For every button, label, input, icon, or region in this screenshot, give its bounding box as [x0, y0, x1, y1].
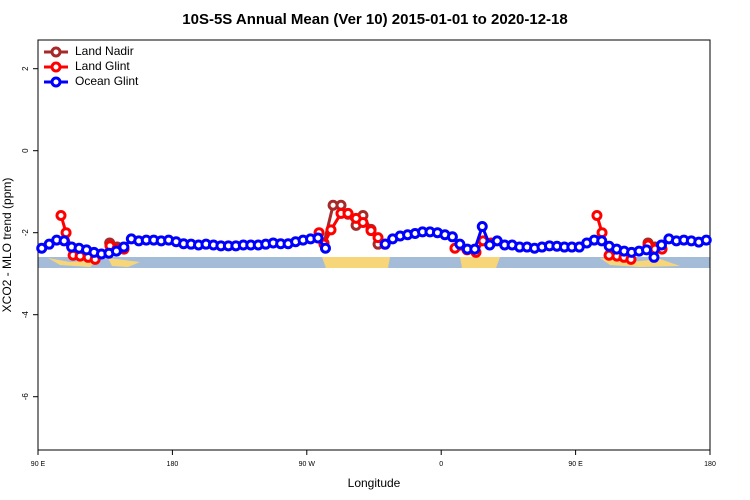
x-tick-label: 180: [167, 461, 179, 468]
land-strip: [108, 258, 140, 267]
x-tick-label: 180: [704, 461, 716, 468]
legend-label: Land Glint: [75, 59, 130, 73]
data-point: [319, 242, 331, 254]
data-point: [446, 231, 458, 243]
x-tick-label: 90 E: [31, 461, 46, 468]
data-point: [58, 235, 70, 247]
data-point: [372, 232, 384, 244]
land-strip: [48, 258, 98, 267]
data-point: [454, 238, 466, 250]
y-tick-label: -2: [21, 229, 30, 237]
data-point: [55, 209, 67, 221]
y-tick-label: -4: [21, 311, 30, 319]
x-tick-label: 90 E: [568, 461, 583, 468]
x-axis-label: Longitude: [348, 476, 401, 490]
land-strip: [460, 257, 500, 268]
map-strip: [38, 257, 710, 268]
data-point: [469, 243, 481, 255]
legend-label: Land Nadir: [75, 44, 134, 58]
data-point: [365, 225, 377, 237]
y-tick-label: 0: [21, 148, 30, 153]
y-tick-label: 2: [21, 66, 30, 71]
x-tick-label: 90 W: [299, 461, 316, 468]
data-point: [357, 216, 369, 228]
data-point: [648, 251, 660, 263]
data-point: [700, 234, 712, 246]
data-point: [312, 232, 324, 244]
data-point: [342, 207, 354, 219]
data-point: [118, 241, 130, 253]
legend-marker: [50, 61, 62, 73]
data-point: [379, 238, 391, 250]
y-tick-label: -6: [21, 393, 30, 401]
land-strip: [600, 258, 680, 267]
legend-label: Ocean Glint: [75, 74, 139, 88]
chart-title: 10S-5S Annual Mean (Ver 10) 2015-01-01 t…: [182, 11, 567, 28]
legend-marker: [50, 76, 62, 88]
data-point: [325, 224, 337, 236]
data-point: [641, 244, 653, 256]
x-tick-label: 0: [439, 461, 443, 468]
legend-marker: [50, 46, 62, 58]
y-axis-label: XCO2 - MLO trend (ppm): [0, 178, 14, 313]
data-point: [476, 221, 488, 233]
land-strip: [322, 257, 390, 268]
data-point: [655, 239, 667, 251]
data-point: [591, 209, 603, 221]
data-point: [596, 235, 608, 247]
